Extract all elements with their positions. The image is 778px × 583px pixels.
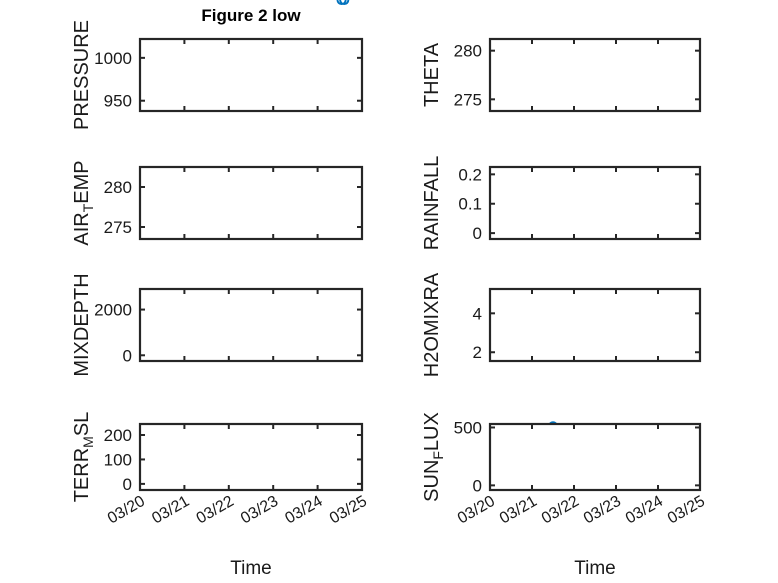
y-tick-label: 950 — [104, 92, 132, 111]
tick-marks — [489, 167, 701, 239]
axes-frame — [488, 422, 702, 492]
y-tick-label: 0.2 — [458, 165, 482, 184]
axes-frame — [138, 37, 364, 113]
y-axis-label-theta: THETA — [421, 42, 443, 107]
x-axis-title: Time — [574, 558, 616, 579]
panel-h2omixra: 2 4 H2OMIXRA — [421, 272, 702, 377]
axes-frame — [138, 287, 364, 363]
tick-marks — [489, 424, 701, 490]
y-axis-label-terr_msl: TERRMSL — [71, 412, 96, 503]
data-point — [339, 0, 350, 6]
svg-text:AIRTEMP: AIRTEMP — [71, 160, 96, 245]
y-tick-label: 500 — [454, 418, 482, 437]
x-axis-title: Time — [230, 558, 272, 579]
axes-frame — [488, 165, 702, 241]
tick-marks — [139, 424, 363, 490]
y-tick-label: 100 — [104, 450, 132, 469]
panels-layer: 9501000PRESSURE275280AIRTEMP02000MIXDEPT… — [71, 0, 708, 579]
panel-theta: 275 280 THETA — [421, 37, 702, 113]
y-tick-label: 0 — [473, 476, 482, 495]
panel-rainfall: 0 0.1 0.2 RAINFALL — [421, 156, 702, 250]
svg-text:MIXDEPTH: MIXDEPTH — [71, 273, 93, 376]
svg-text:THETA: THETA — [421, 42, 443, 107]
svg-text:H2OMIXRA: H2OMIXRA — [421, 272, 443, 377]
tick-marks — [139, 167, 363, 239]
y-axis-label-rainfall: RAINFALL — [421, 156, 443, 250]
svg-text:RAINFALL: RAINFALL — [421, 156, 443, 250]
axes-frame — [488, 287, 702, 363]
y-tick-label: 275 — [104, 218, 132, 237]
y-tick-label: 200 — [104, 426, 132, 445]
svg-text:PRESSURE: PRESSURE — [71, 20, 93, 130]
y-tick-label: 0 — [123, 346, 132, 365]
y-tick-label: 0 — [123, 475, 132, 494]
svg-text:TERRMSL: TERRMSL — [71, 412, 96, 503]
panel-air_temp: 275 280 AIRTEMP — [71, 160, 364, 246]
y-axis-label-mixdepth: MIXDEPTH — [71, 273, 93, 376]
axes-frame — [138, 422, 364, 492]
y-axis-label-h2omixra: H2OMIXRA — [421, 272, 443, 377]
y-axis-label-pressure: PRESSURE — [71, 20, 93, 130]
y-tick-label: 2 — [473, 343, 482, 362]
page-title: Figure 2 low — [201, 6, 301, 25]
tick-marks — [489, 39, 701, 111]
y-tick-label: 0.1 — [458, 195, 482, 214]
axes-frame — [138, 165, 364, 241]
svg-text:SUNFLUX: SUNFLUX — [421, 412, 446, 502]
tick-marks — [139, 289, 363, 361]
y-tick-label: 0 — [473, 224, 482, 243]
tick-marks — [489, 289, 701, 361]
y-tick-label: 280 — [454, 42, 482, 61]
y-tick-label: 2000 — [94, 301, 132, 320]
y-tick-label: 275 — [454, 90, 482, 109]
y-axis-label-sun_flux: SUNFLUX — [421, 412, 446, 502]
y-tick-label: 4 — [473, 304, 482, 323]
y-tick-label: 280 — [104, 178, 132, 197]
y-axis-label-air_temp: AIRTEMP — [71, 160, 96, 245]
axes-frame — [488, 37, 702, 113]
y-tick-label: 1000 — [94, 49, 132, 68]
tick-marks — [139, 39, 363, 111]
